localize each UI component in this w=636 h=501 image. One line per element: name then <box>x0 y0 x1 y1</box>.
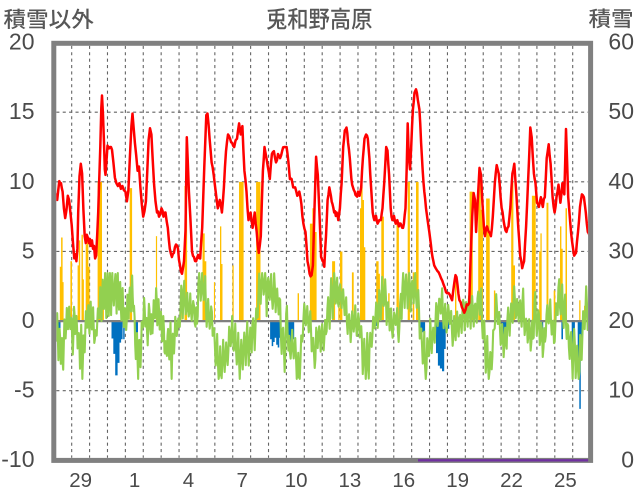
svg-text:40: 40 <box>608 168 634 194</box>
svg-text:1: 1 <box>129 469 140 492</box>
svg-text:-10: -10 <box>1 446 34 472</box>
svg-text:16: 16 <box>392 469 415 492</box>
svg-text:25: 25 <box>554 469 577 492</box>
svg-text:30: 30 <box>608 237 634 263</box>
svg-text:50: 50 <box>608 98 634 124</box>
svg-text:15: 15 <box>9 98 35 124</box>
svg-text:10: 10 <box>285 469 308 492</box>
svg-text:29: 29 <box>69 469 92 492</box>
svg-text:20: 20 <box>9 29 35 55</box>
svg-text:0: 0 <box>621 446 634 472</box>
svg-text:60: 60 <box>608 29 634 55</box>
svg-text:4: 4 <box>183 469 194 492</box>
svg-text:13: 13 <box>338 469 361 492</box>
svg-text:5: 5 <box>22 237 35 263</box>
svg-text:19: 19 <box>446 469 469 492</box>
svg-text:22: 22 <box>500 469 523 492</box>
svg-text:0: 0 <box>22 307 35 333</box>
svg-text:10: 10 <box>608 377 634 403</box>
svg-text:10: 10 <box>9 168 35 194</box>
svg-text:20: 20 <box>608 307 634 333</box>
svg-text:7: 7 <box>236 469 247 492</box>
svg-text:-5: -5 <box>14 377 34 403</box>
